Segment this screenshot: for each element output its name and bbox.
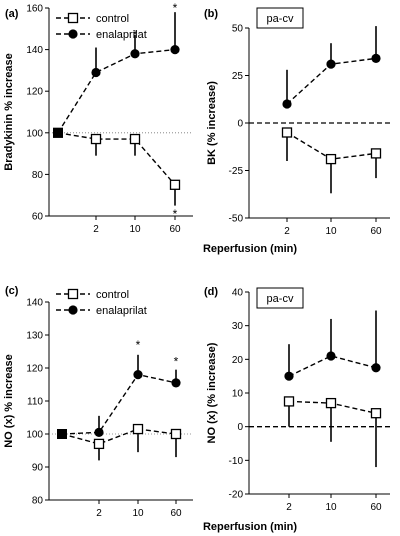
- legend-marker-square: [67, 288, 79, 300]
- x-tick-label: 60: [370, 226, 382, 237]
- data-point-square: [281, 127, 293, 138]
- y-tick-label: 80: [32, 170, 44, 181]
- y-tick-label: 10: [232, 389, 244, 400]
- data-point-circle: [371, 363, 381, 373]
- y-tick-label: 160: [26, 4, 43, 15]
- data-point-circle: [171, 378, 181, 388]
- y-tick-label: 25: [232, 71, 244, 82]
- data-point-square: [132, 423, 144, 435]
- y-tick-label: 120: [26, 87, 43, 98]
- legend-label: control: [96, 13, 129, 25]
- y-tick-label: -20: [229, 490, 244, 501]
- significance-star: *: [136, 338, 141, 352]
- x-tick-label: 2: [96, 508, 102, 519]
- panel-c: (c) 80 90 100 110 120 130 140 2 10 60 NO (x) % incr…: [3, 285, 193, 519]
- y-tick-label: -50: [229, 214, 244, 225]
- data-point-circle: [170, 45, 180, 55]
- x-axis-title-top: Reperfusion (min): [203, 243, 297, 255]
- y-tick-label: 60: [32, 212, 44, 223]
- significance-star: *: [173, 207, 178, 221]
- data-point-square: [93, 438, 105, 450]
- data-point-square: [325, 153, 337, 165]
- y-tick-label: 80: [32, 496, 44, 507]
- y-tick-label: -10: [229, 456, 244, 467]
- x-tick-label: 60: [169, 224, 181, 235]
- data-point-square: [169, 179, 181, 190]
- y-axis-title: BK (% increase): [206, 81, 218, 165]
- data-point-circle: [326, 351, 336, 361]
- legend-label: enalaprilat: [96, 29, 147, 41]
- data-point-circle: [282, 99, 292, 109]
- legend-marker-circle: [68, 305, 78, 315]
- data-point-square: [170, 428, 182, 440]
- y-tick-label: 100: [26, 430, 43, 441]
- series-line: [61, 373, 177, 435]
- x-tick-label: 10: [325, 502, 337, 513]
- data-point-circle: [130, 49, 140, 59]
- y-tick-label: 0: [237, 119, 243, 130]
- data-point-square: [90, 133, 102, 145]
- data-point-square: [325, 397, 337, 409]
- x-tick-label: 2: [93, 224, 99, 235]
- data-point-baseline: [53, 127, 63, 138]
- y-tick-label: 130: [26, 331, 43, 342]
- x-tick-label: 2: [286, 502, 292, 513]
- y-tick-label: 30: [232, 321, 244, 332]
- x-tick-label: 60: [170, 508, 182, 519]
- panel-label: (d): [204, 286, 218, 298]
- data-point-baseline: [57, 429, 67, 439]
- panel-label: (a): [5, 8, 19, 20]
- box-label: pa-cv: [267, 13, 294, 25]
- y-tick-label: -25: [229, 166, 244, 177]
- x-tick-label: 10: [129, 224, 141, 235]
- legend-label: enalaprilat: [96, 305, 147, 317]
- y-axis-title: NO (x) (% increase): [206, 342, 218, 443]
- x-tick-label: 2: [284, 226, 290, 237]
- y-tick-label: 100: [26, 128, 43, 139]
- y-tick-label: 20: [232, 355, 244, 366]
- legend-marker-square: [67, 12, 79, 24]
- x-axis-title-bottom: Reperfusion (min): [203, 521, 297, 533]
- data-point-square: [370, 408, 382, 419]
- panel-b: (b) -50 -25 0 25 50 2 10 60 BK (% increase) pa-cv: [204, 7, 390, 237]
- data-point-circle: [284, 371, 294, 381]
- data-point-circle: [94, 427, 104, 437]
- data-point-square: [129, 133, 141, 145]
- data-point-square: [370, 148, 382, 159]
- y-tick-label: 90: [32, 463, 44, 474]
- x-tick-label: 10: [325, 226, 337, 237]
- panel-d: (d) -20 -10 0 10 20 30 40 2 10 60 NO (x) (% increas…: [204, 286, 390, 513]
- significance-star: *: [173, 1, 178, 15]
- x-tick-label: 60: [370, 502, 382, 513]
- y-tick-label: 140: [26, 298, 43, 309]
- series-line: [61, 428, 177, 445]
- data-point-circle: [133, 370, 143, 380]
- y-tick-label: 140: [26, 45, 43, 56]
- data-point-circle: [371, 53, 381, 64]
- y-tick-label: 50: [232, 24, 244, 35]
- data-point-square: [283, 396, 295, 407]
- y-tick-label: 40: [232, 288, 244, 299]
- series-line: [57, 48, 176, 134]
- x-tick-label: 10: [132, 508, 144, 519]
- data-point-circle: [326, 59, 336, 69]
- significance-star: *: [133, 28, 138, 42]
- data-point-circle: [91, 67, 101, 78]
- box-label: pa-cv: [267, 293, 294, 305]
- y-tick-label: 120: [26, 364, 43, 375]
- series-line: [57, 132, 176, 186]
- box-label-frame: [256, 7, 304, 29]
- box-label-frame: [256, 287, 304, 309]
- y-axis-title: NO (x) % increase: [3, 354, 15, 448]
- y-tick-label: 0: [237, 422, 243, 433]
- panel-label: (c): [5, 285, 19, 297]
- y-axis-title: Bradykinin % increase: [3, 53, 15, 170]
- significance-star: *: [174, 354, 179, 368]
- panel-label: (b): [204, 8, 218, 20]
- panel-a: (a) 60 80 100 120 140 160 2 10 60 Bradykinin % inc…: [3, 1, 193, 235]
- y-tick-label: 110: [27, 397, 43, 408]
- legend-marker-circle: [68, 29, 78, 39]
- legend-label: control: [96, 289, 129, 301]
